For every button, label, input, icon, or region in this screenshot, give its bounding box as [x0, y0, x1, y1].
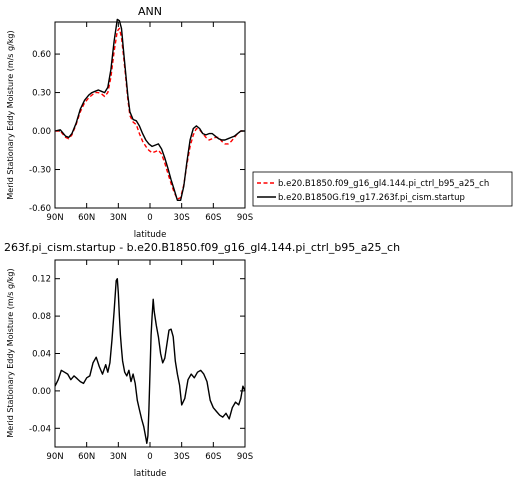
- bottom-y-tick-label: 0.00: [32, 387, 51, 397]
- top-y-tick-label: -0.30: [29, 166, 51, 176]
- bottom-x-tick-label: 60N: [78, 452, 95, 462]
- bottom-y-tick-label: 0.08: [32, 312, 51, 322]
- top-x-tick-label: 60N: [78, 213, 95, 223]
- bottom-panel: 263f.pi_cism.startup - b.e20.B1850.f09_g…: [4, 241, 400, 479]
- top-y-axis: -0.60 -0.30 0.00 0.30 0.60: [29, 50, 245, 214]
- top-x-tick-label: 30S: [174, 213, 190, 223]
- bottom-x-tick-label: 90S: [237, 452, 253, 462]
- bottom-y-axis-label: Merid Stationary Eddy Moisture (m/s g/kg…: [6, 268, 15, 437]
- bottom-y-tick-label: -0.04: [29, 424, 51, 434]
- top-x-axis: 90N 60N 30N 0 30S 60S 90S: [46, 22, 253, 223]
- bottom-x-tick-label: 30N: [110, 452, 127, 462]
- bottom-y-tick-label: 0.12: [32, 275, 51, 285]
- bottom-y-axis: -0.04 0.00 0.04 0.08 0.12: [29, 275, 245, 434]
- top-y-tick-label: 0.00: [32, 127, 51, 137]
- bottom-y-tick-label: 0.04: [32, 350, 51, 360]
- bottom-x-tick-label: 0: [147, 452, 152, 462]
- legend-frame: [252, 171, 513, 207]
- bottom-x-axis: 90N 60N 30N 0 30S 60S 90S: [46, 260, 253, 462]
- legend-entry-series-1: b.e20.B1850.f09_g16_gl4.144.pi_ctrl_b95_…: [278, 179, 489, 189]
- top-y-tick-label: 0.30: [32, 89, 51, 99]
- top-x-tick-label: 30N: [110, 213, 127, 223]
- bottom-panel-title: 263f.pi_cism.startup - b.e20.B1850.f09_g…: [4, 241, 400, 254]
- bottom-x-tick-label: 60S: [205, 452, 221, 462]
- top-panel: ANN -0.60 -0.30 0.00 0.30 0.60 90N 60N 30N 0 30S…: [6, 5, 253, 240]
- bottom-x-axis-label: latitude: [134, 469, 167, 479]
- top-series-group: [54, 18, 245, 202]
- top-y-tick-label: -0.60: [29, 204, 51, 214]
- top-x-tick-label: 60S: [205, 213, 221, 223]
- top-y-axis-label: Merid Stationary Eddy Moisture (m/s g/kg…: [6, 30, 15, 199]
- bottom-x-tick-label: 90N: [46, 452, 63, 462]
- top-x-tick-label: 90N: [46, 213, 63, 223]
- bottom-x-tick-label: 30S: [174, 452, 190, 462]
- top-x-axis-label: latitude: [134, 230, 167, 240]
- top-y-tick-label: 0.60: [32, 50, 51, 60]
- legend-entry-series-2: b.e20.B1850G.f19_g17.263f.pi_cism.startu…: [278, 193, 465, 203]
- top-panel-title: ANN: [138, 5, 162, 18]
- top-x-tick-label: 90S: [237, 213, 253, 223]
- bottom-series-group: [54, 278, 246, 444]
- bottom-series-line-1: [54, 278, 246, 444]
- legend: b.e20.B1850.f09_g16_gl4.144.pi_ctrl_b95_…: [252, 171, 513, 207]
- top-x-tick-label: 0: [147, 213, 152, 223]
- top-series-line-2: [54, 18, 245, 202]
- top-series-line-1: [55, 27, 245, 200]
